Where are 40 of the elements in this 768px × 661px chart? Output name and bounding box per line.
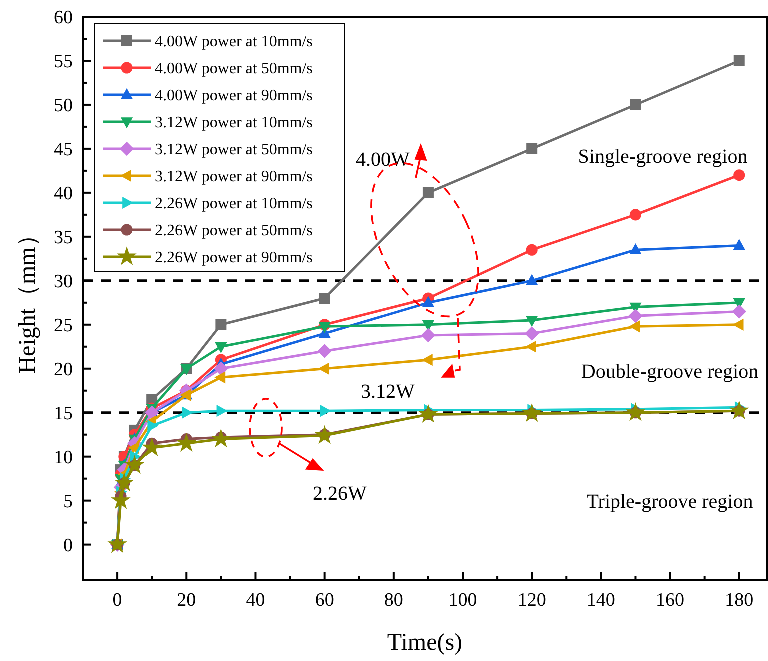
- legend-label: 4.00W power at 50mm/s: [155, 60, 313, 78]
- legend-label: 3.12W power at 90mm/s: [155, 168, 313, 186]
- y-axis-title: Height（mm）: [15, 223, 41, 374]
- x-tick-label: 140: [586, 590, 616, 611]
- annotation: 2.26W: [313, 483, 368, 505]
- legend-label: 2.26W power at 50mm/s: [155, 222, 313, 240]
- x-axis-title: Time(s): [387, 630, 463, 656]
- x-tick-label: 100: [448, 590, 478, 611]
- x-tick-label: 20: [177, 590, 196, 611]
- x-tick-label: 40: [246, 590, 266, 611]
- y-tick-label: 0: [64, 535, 73, 556]
- y-tick-label: 10: [54, 447, 73, 468]
- y-tick-label: 5: [64, 491, 73, 512]
- annotation: Double-groove region: [581, 361, 759, 383]
- legend-label: 4.00W power at 90mm/s: [155, 88, 313, 105]
- y-tick-label: 60: [54, 8, 73, 29]
- y-tick-label: 45: [54, 140, 73, 161]
- x-tick-label: 80: [384, 590, 404, 611]
- legend-label: 3.12W power at 10mm/s: [155, 114, 313, 132]
- y-tick-label: 50: [54, 96, 73, 117]
- y-tick-label: 55: [54, 52, 73, 73]
- x-tick-label: 160: [656, 590, 685, 611]
- annotation: Single-groove region: [578, 146, 748, 168]
- legend-label: 4.00W power at 10mm/s: [155, 34, 313, 51]
- annotation: 4.00W: [356, 149, 410, 171]
- y-tick-label: 15: [54, 404, 73, 425]
- y-tick-label: 35: [54, 228, 73, 249]
- x-tick-label: 0: [112, 590, 122, 611]
- y-tick-label: 25: [54, 316, 73, 337]
- legend-label: 2.26W power at 90mm/s: [155, 250, 313, 267]
- annotation: 3.12W: [361, 381, 416, 403]
- legend-label: 2.26W power at 10mm/s: [155, 196, 313, 213]
- y-tick-label: 40: [54, 184, 73, 205]
- y-tick-label: 20: [54, 360, 73, 381]
- x-tick-label: 120: [518, 590, 546, 611]
- legend-label: 3.12W power at 50mm/s: [155, 142, 313, 159]
- annotation: Triple-groove region: [586, 491, 754, 513]
- y-tick-label: 30: [54, 272, 73, 293]
- x-tick-label: 180: [725, 590, 754, 611]
- x-tick-label: 60: [315, 590, 334, 611]
